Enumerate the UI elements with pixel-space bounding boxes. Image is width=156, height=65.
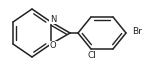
Text: Cl: Cl [88, 51, 96, 61]
Text: N: N [50, 14, 56, 24]
Text: Br: Br [132, 27, 142, 37]
Text: O: O [50, 41, 56, 51]
